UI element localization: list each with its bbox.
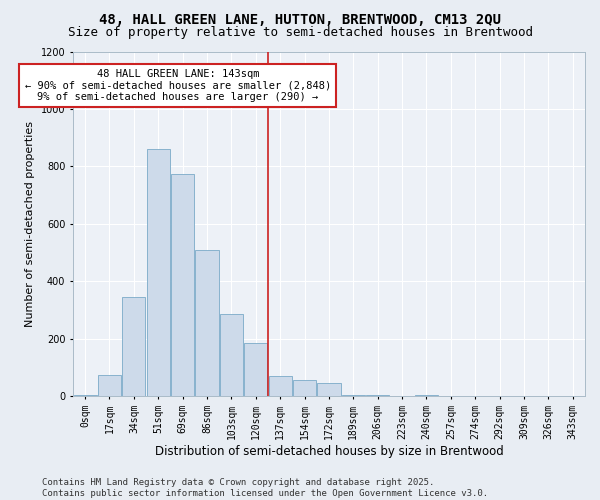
Y-axis label: Number of semi-detached properties: Number of semi-detached properties [25,121,35,327]
Bar [317,383,341,396]
Text: Size of property relative to semi-detached houses in Brentwood: Size of property relative to semi-detach… [67,26,533,39]
Bar [196,250,218,396]
Bar [122,297,145,396]
Text: Contains HM Land Registry data © Crown copyright and database right 2025.
Contai: Contains HM Land Registry data © Crown c… [42,478,488,498]
Bar [146,149,170,396]
Bar [244,343,268,396]
Bar [342,394,365,396]
Bar [293,380,316,396]
Bar [366,394,389,396]
X-axis label: Distribution of semi-detached houses by size in Brentwood: Distribution of semi-detached houses by … [155,444,503,458]
Bar [415,394,438,396]
Bar [74,394,97,396]
Bar [269,376,292,396]
Bar [171,174,194,396]
Text: 48 HALL GREEN LANE: 143sqm
← 90% of semi-detached houses are smaller (2,848)
9% : 48 HALL GREEN LANE: 143sqm ← 90% of semi… [25,68,331,102]
Bar [220,314,243,396]
Bar [98,374,121,396]
Text: 48, HALL GREEN LANE, HUTTON, BRENTWOOD, CM13 2QU: 48, HALL GREEN LANE, HUTTON, BRENTWOOD, … [99,12,501,26]
